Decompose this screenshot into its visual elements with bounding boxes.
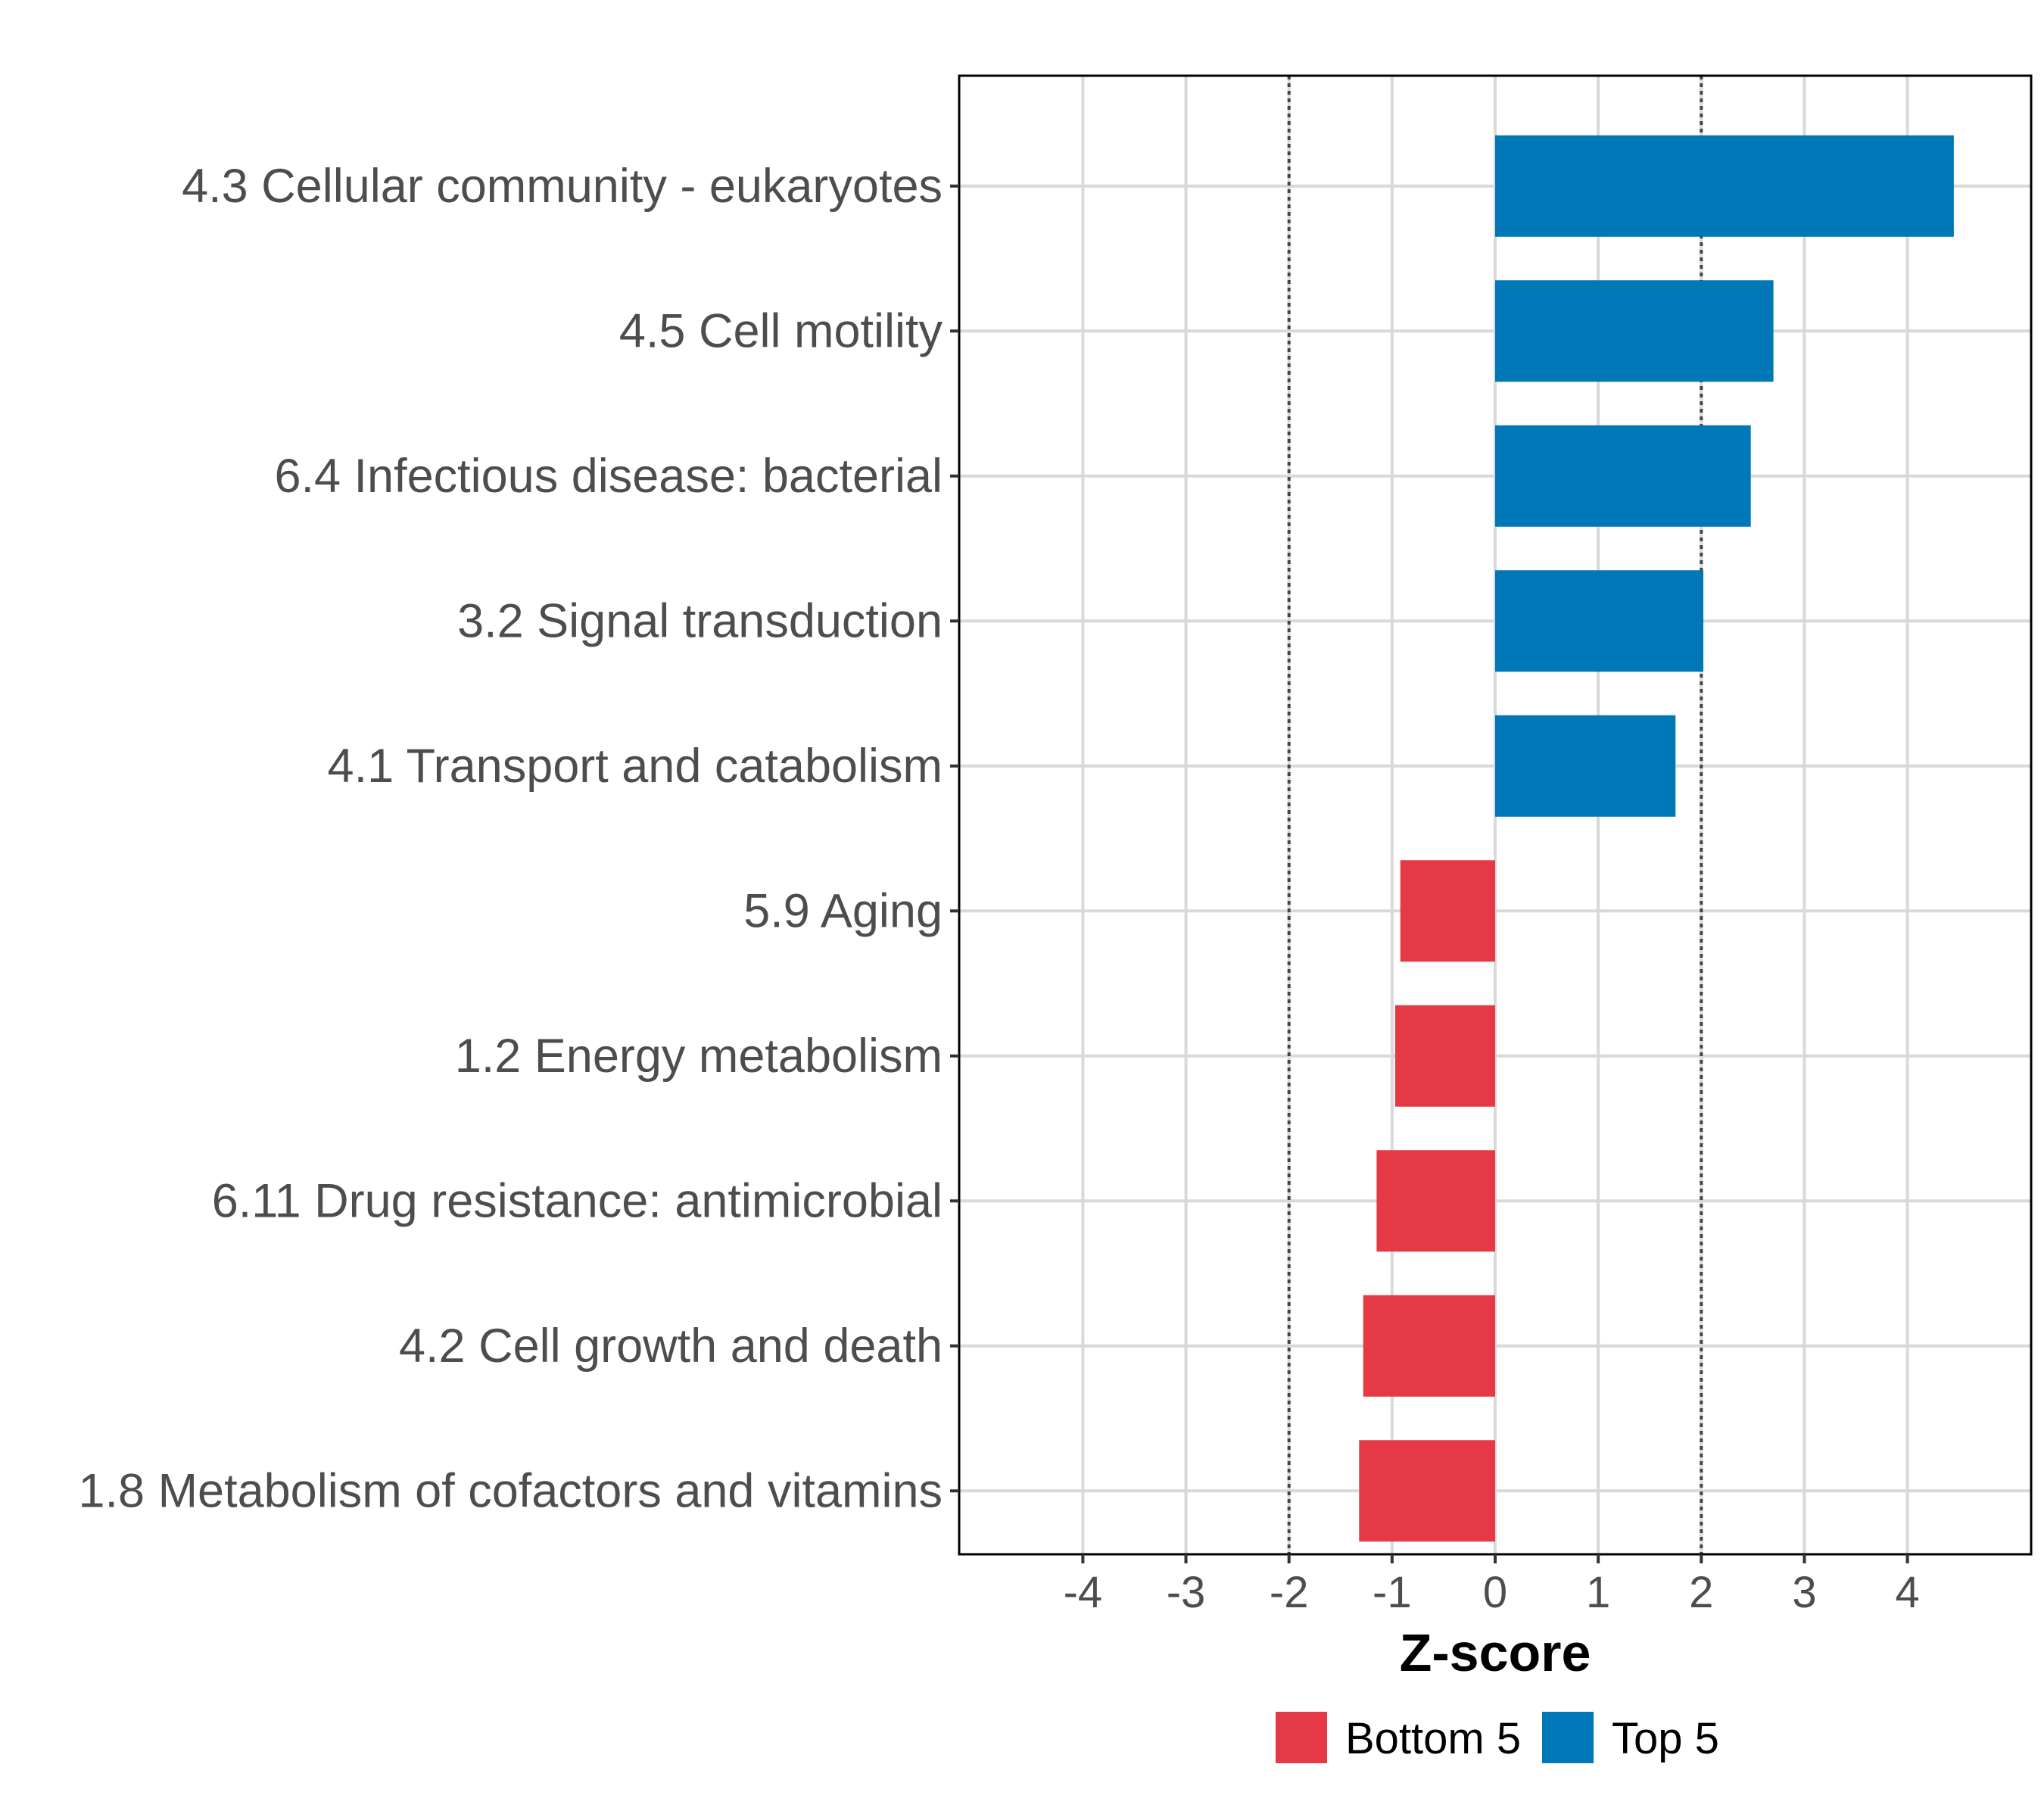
x-tick-label: -2 <box>1270 1568 1309 1617</box>
x-tick-label: -3 <box>1167 1568 1206 1617</box>
bar <box>1400 860 1495 962</box>
bar <box>1394 1005 1495 1107</box>
x-axis-ticks: -4 -3 -2 -1 0 1 2 3 4 <box>1064 1554 1920 1617</box>
bar <box>1363 1295 1495 1397</box>
category-label: 4.5 Cell motility <box>619 304 943 357</box>
legend-item[interactable]: Bottom 5 <box>1276 1712 1521 1763</box>
category-label: 1.2 Energy metabolism <box>455 1030 943 1083</box>
x-tick-label: 2 <box>1689 1568 1713 1617</box>
x-tick-label: -4 <box>1064 1568 1103 1617</box>
category-label: 4.2 Cell growth and death <box>399 1320 943 1373</box>
bar <box>1495 715 1676 817</box>
category-label: 4.3 Cellular community - eukaryotes <box>182 160 943 213</box>
legend-item[interactable]: Top 5 <box>1542 1712 1719 1763</box>
bar <box>1495 425 1751 527</box>
legend-label: Top 5 <box>1612 1714 1719 1763</box>
x-axis-title: Z-score <box>1400 1623 1591 1682</box>
x-tick-label: 3 <box>1792 1568 1816 1617</box>
category-label: 3.2 Signal transduction <box>457 594 943 647</box>
category-label: 1.8 Metabolism of cofactors and vitamins <box>78 1464 943 1517</box>
x-tick-label: 0 <box>1483 1568 1507 1617</box>
category-label: 4.1 Transport and catabolism <box>328 740 943 793</box>
x-tick-label: 4 <box>1895 1568 1919 1617</box>
category-label: 6.4 Infectious disease: bacterial <box>274 450 943 503</box>
bar <box>1495 135 1954 237</box>
category-label: 6.11 Drug resistance: antimicrobial <box>212 1174 943 1227</box>
legend-swatch <box>1542 1712 1594 1763</box>
bars <box>1359 135 1954 1542</box>
bar <box>1376 1150 1495 1252</box>
bar <box>1359 1440 1495 1542</box>
legend-label: Bottom 5 <box>1345 1714 1521 1763</box>
legend-swatch <box>1276 1712 1327 1763</box>
bar <box>1495 280 1774 382</box>
bar <box>1495 570 1704 672</box>
category-label: 5.9 Aging <box>743 884 943 937</box>
category-labels: 4.3 Cellular community - eukaryotes 4.5 C… <box>78 160 959 1517</box>
x-tick-label: 1 <box>1586 1568 1610 1617</box>
x-tick-label: -1 <box>1373 1568 1412 1617</box>
legend[interactable]: Bottom 5 Top 5 <box>1276 1712 1719 1763</box>
